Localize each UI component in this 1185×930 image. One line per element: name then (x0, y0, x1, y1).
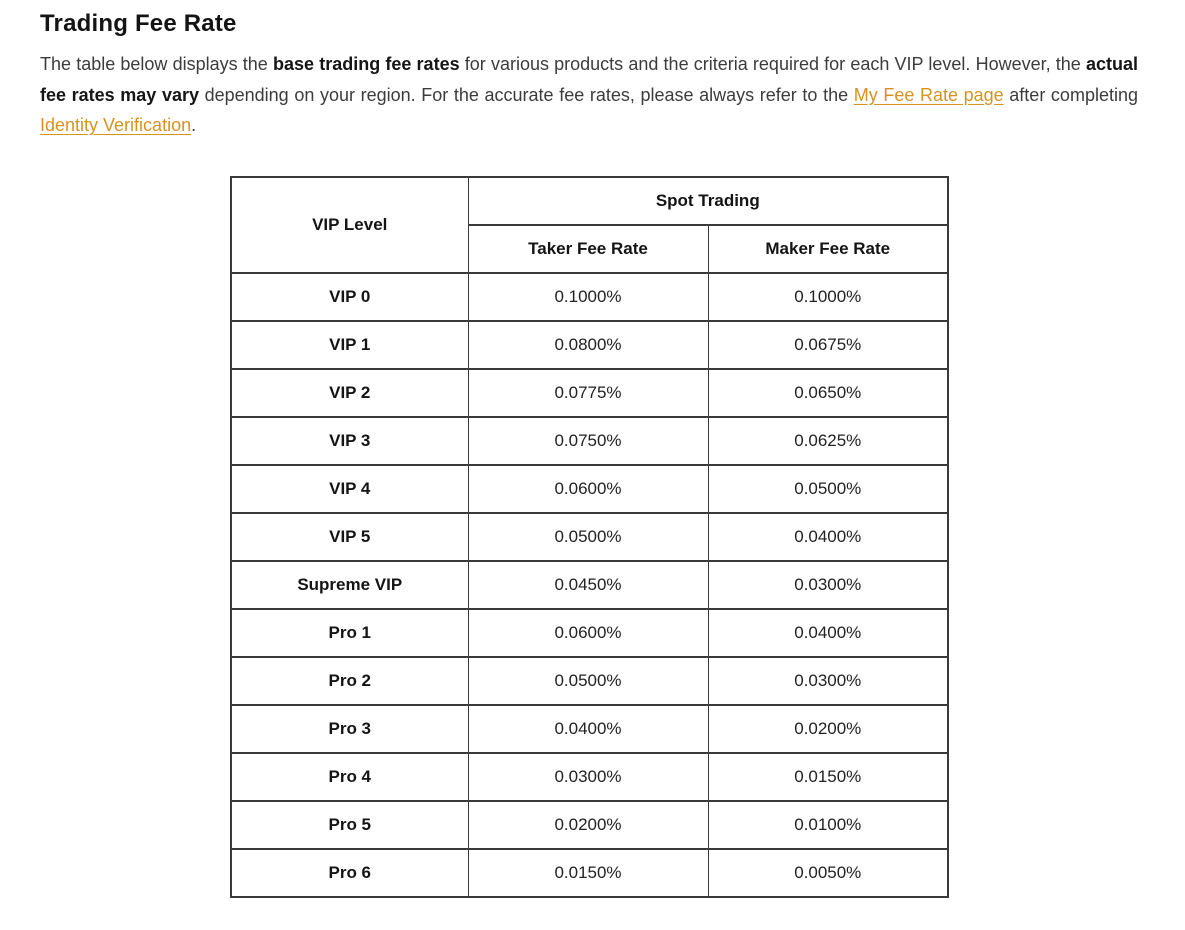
vip-level-cell: VIP 3 (230, 415, 469, 466)
table-row: Pro 2 0.0500% 0.0300% (230, 655, 949, 706)
intro-text-segment: for various products and the criteria re… (459, 54, 1086, 74)
maker-fee-cell: 0.0650% (707, 367, 949, 418)
maker-fee-cell: 0.0675% (707, 319, 949, 370)
table-row: VIP 1 0.0800% 0.0675% (230, 319, 949, 370)
table-row: Pro 1 0.0600% 0.0400% (230, 607, 949, 658)
maker-fee-cell: 0.0200% (707, 703, 949, 754)
article-page: Trading Fee Rate The table below display… (40, 10, 1138, 898)
taker-fee-cell: 0.0400% (467, 703, 709, 754)
trading-fee-table: VIP Level Spot Trading Taker Fee Rate Ma… (230, 175, 950, 898)
taker-fee-cell: 0.0600% (467, 607, 709, 658)
maker-fee-cell: 0.0300% (707, 655, 949, 706)
table-row: Supreme VIP 0.0450% 0.0300% (230, 559, 949, 610)
vip-level-cell: Pro 6 (230, 847, 469, 898)
maker-fee-cell: 0.0500% (707, 463, 949, 514)
intro-bold-rates-vary: actual fee rates may vary (40, 54, 1138, 105)
taker-fee-cell: 0.0200% (467, 799, 709, 850)
maker-fee-cell: 0.1000% (707, 271, 949, 322)
vip-level-cell: VIP 0 (230, 271, 469, 322)
vip-level-cell: Supreme VIP (230, 559, 469, 610)
taker-fee-cell: 0.0500% (467, 655, 709, 706)
vip-level-cell: Pro 1 (230, 607, 469, 658)
fee-table-body: VIP 0 0.1000% 0.1000% VIP 1 0.0800% 0.0675% VI… (230, 271, 949, 898)
maker-fee-cell: 0.0150% (707, 751, 949, 802)
table-row: Pro 4 0.0300% 0.0150% (230, 751, 949, 802)
maker-fee-cell: 0.0100% (707, 799, 949, 850)
taker-fee-cell: 0.0600% (467, 463, 709, 514)
taker-fee-cell: 0.1000% (467, 271, 709, 322)
vip-level-cell: VIP 1 (230, 319, 469, 370)
maker-fee-cell: 0.0300% (707, 559, 949, 610)
table-row: VIP 4 0.0600% 0.0500% (230, 463, 949, 514)
table-header: VIP Level Spot Trading Taker Fee Rate Ma… (230, 175, 949, 274)
taker-fee-header-cell: Taker Fee Rate (467, 223, 709, 274)
taker-fee-cell: 0.0450% (467, 559, 709, 610)
header-row-sub: Taker Fee Rate Maker Fee Rate (231, 223, 949, 274)
vip-level-cell: Pro 5 (230, 799, 469, 850)
table-row: VIP 5 0.0500% 0.0400% (230, 511, 949, 562)
page-title: Trading Fee Rate (40, 10, 237, 37)
spot-trading-header-cell: Spot Trading (467, 175, 949, 226)
intro-paragraph: The table below displays the base tradin… (40, 49, 1138, 141)
vip-level-cell: VIP 5 (230, 511, 469, 562)
vip-level-cell: Pro 4 (230, 751, 469, 802)
taker-fee-cell: 0.0800% (467, 319, 709, 370)
header-row-group: VIP Level Spot Trading (230, 175, 949, 274)
intro-text-segment: depending on your region. For the accura… (198, 84, 854, 105)
maker-fee-cell: 0.0400% (707, 511, 949, 562)
intro-text-segment: after completing (1003, 84, 1138, 105)
intro-text-segment: The table below displays the (40, 54, 273, 74)
taker-fee-cell: 0.0300% (467, 751, 709, 802)
table-row: VIP 2 0.0775% 0.0650% (230, 367, 949, 418)
taker-fee-cell: 0.0500% (467, 511, 709, 562)
vip-level-header-cell: VIP Level (230, 175, 469, 274)
vip-level-cell: Pro 2 (230, 655, 469, 706)
table-row: VIP 0 0.1000% 0.1000% (230, 271, 949, 322)
table-row: VIP 3 0.0750% 0.0625% (230, 415, 949, 466)
maker-fee-header-cell: Maker Fee Rate (707, 223, 949, 274)
maker-fee-cell: 0.0400% (707, 607, 949, 658)
table-row: Pro 5 0.0200% 0.0100% (230, 799, 949, 850)
my-fee-rate-page-link[interactable]: My Fee Rate page (853, 84, 1004, 105)
table-row: Pro 3 0.0400% 0.0200% (230, 703, 949, 754)
intro-bold-base-rates: base trading fee rates (273, 54, 460, 74)
vip-level-cell: Pro 3 (230, 703, 469, 754)
vip-level-cell: VIP 4 (230, 463, 469, 514)
intro-text-segment: . (191, 115, 197, 135)
vip-level-cell: VIP 2 (230, 367, 469, 418)
maker-fee-cell: 0.0050% (707, 847, 949, 898)
maker-fee-cell: 0.0625% (707, 415, 949, 466)
table-row: Pro 6 0.0150% 0.0050% (230, 847, 949, 898)
taker-fee-cell: 0.0775% (467, 367, 709, 418)
taker-fee-cell: 0.0750% (467, 415, 709, 466)
taker-fee-cell: 0.0150% (467, 847, 709, 898)
identity-verification-link[interactable]: Identity Verification (40, 115, 192, 135)
